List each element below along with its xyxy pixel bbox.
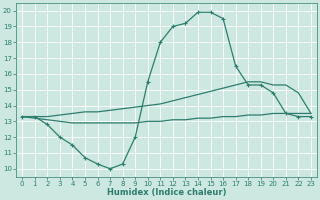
X-axis label: Humidex (Indice chaleur): Humidex (Indice chaleur) [107,188,226,197]
